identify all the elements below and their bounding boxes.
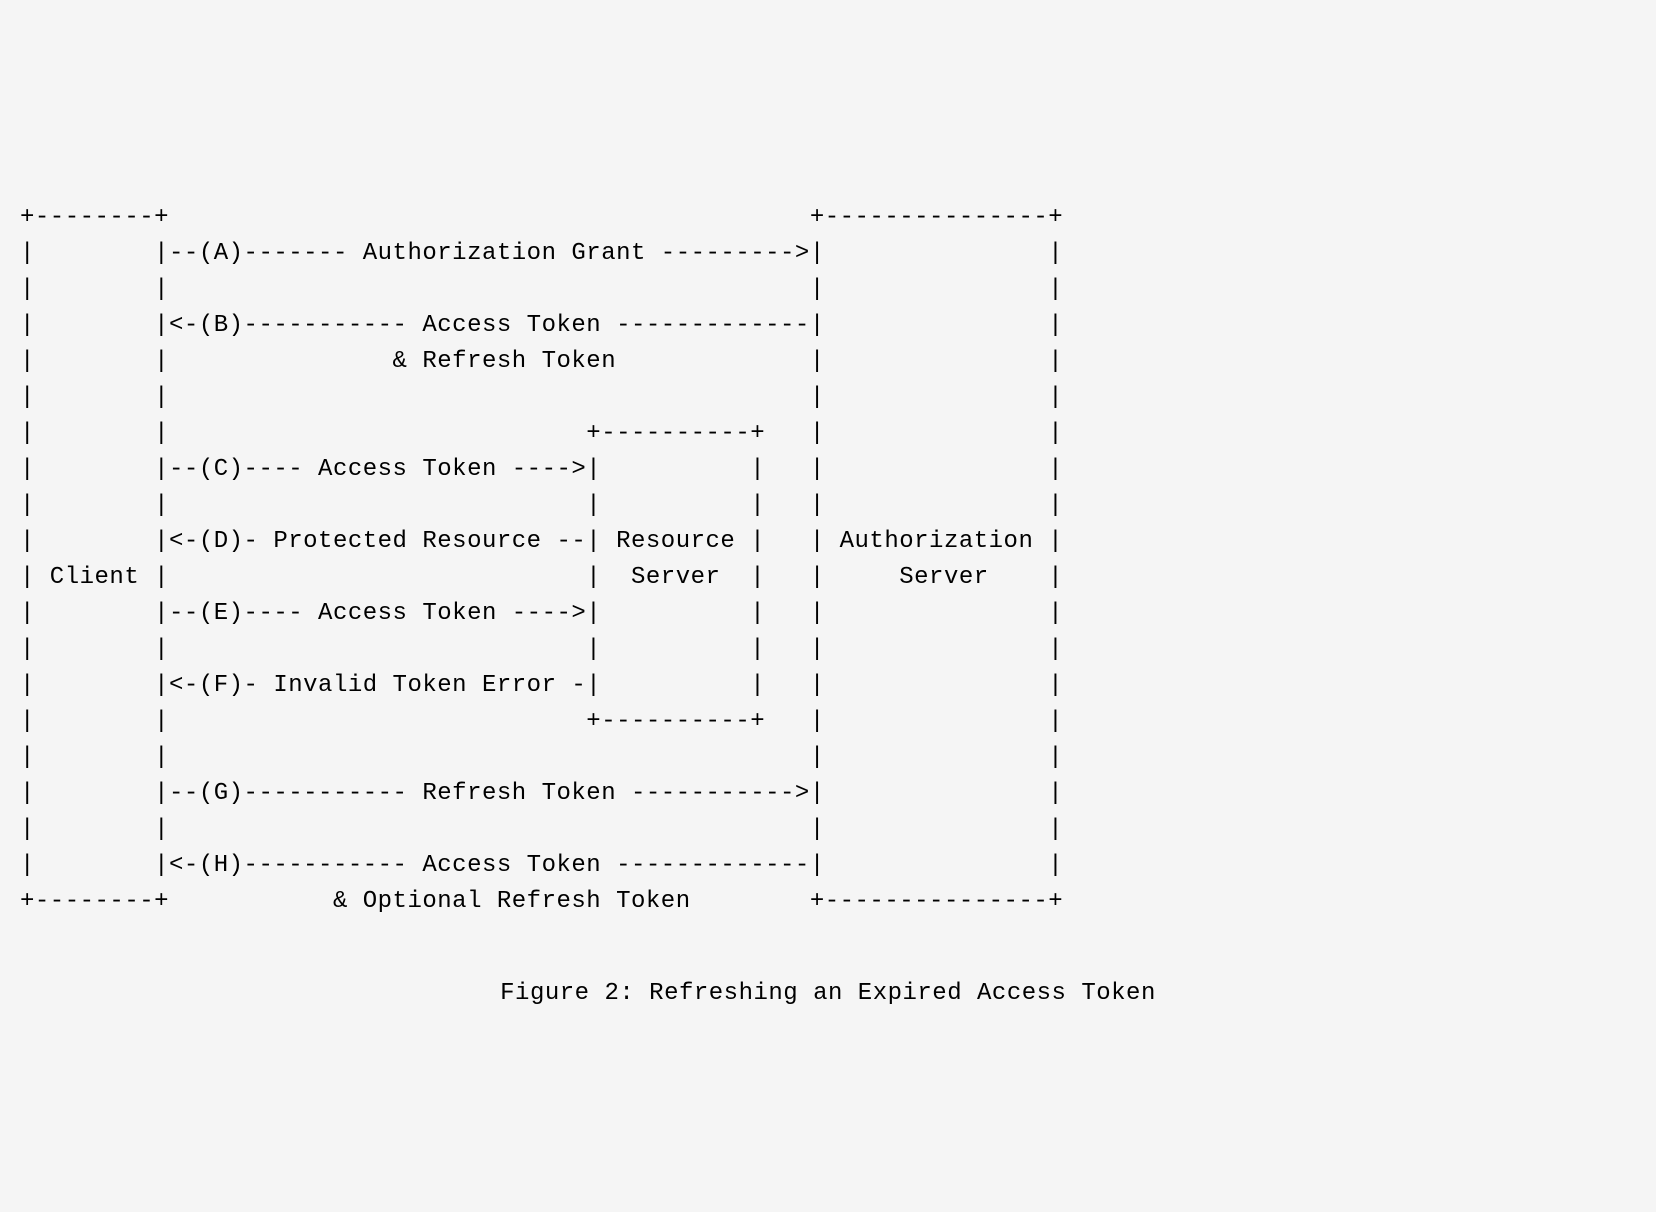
diagram-line: | |<-(B)----------- Access Token -------… <box>20 312 1063 339</box>
figure-caption: Figure 2: Refreshing an Expired Access T… <box>20 976 1636 1012</box>
diagram-line: | Client | | Server | | Server | <box>20 564 1063 591</box>
diagram-line: | | | | <box>20 384 1063 411</box>
diagram-line: | | | | <box>20 816 1063 843</box>
diagram-line: | | | | <box>20 276 1063 303</box>
diagram-line: | | +----------+ | | <box>20 420 1063 447</box>
diagram-line: | | | | | | <box>20 636 1063 663</box>
oauth-refresh-diagram: +--------+ +---------------+ | |--(A)---… <box>20 164 1636 920</box>
diagram-line: | | +----------+ | | <box>20 708 1063 735</box>
diagram-line: | |<-(F)- Invalid Token Error -| | | | <box>20 672 1063 699</box>
diagram-line: | | | | | | <box>20 492 1063 519</box>
diagram-line: | | & Refresh Token | | <box>20 348 1063 375</box>
diagram-line: | |--(A)------- Authorization Grant ----… <box>20 240 1063 267</box>
diagram-line: | | | | <box>20 744 1063 771</box>
diagram-line: | |--(G)----------- Refresh Token ------… <box>20 780 1063 807</box>
diagram-line: | |--(C)---- Access Token ---->| | | | <box>20 456 1063 483</box>
diagram-line: +--------+ & Optional Refresh Token +---… <box>20 888 1063 915</box>
diagram-line: | |<-(D)- Protected Resource --| Resourc… <box>20 528 1063 555</box>
diagram-line: | |--(E)---- Access Token ---->| | | | <box>20 600 1063 627</box>
diagram-line: | |<-(H)----------- Access Token -------… <box>20 852 1063 879</box>
diagram-line: +--------+ +---------------+ <box>20 204 1063 231</box>
